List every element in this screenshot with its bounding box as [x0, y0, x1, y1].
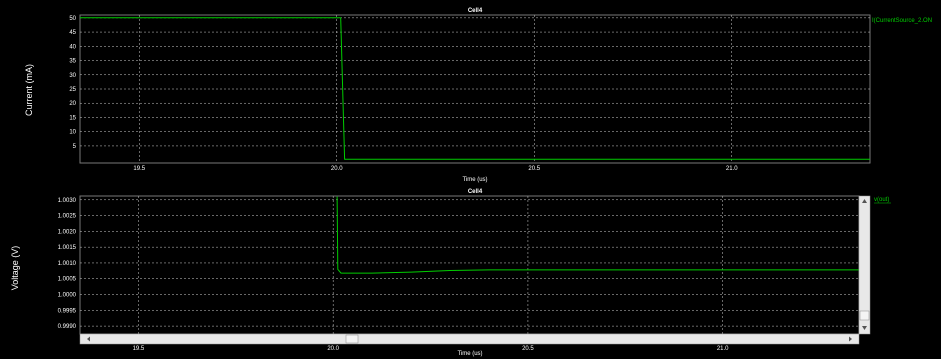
current-y-tick-label: 30 [69, 73, 76, 79]
voltage-series-line [336, 196, 859, 274]
current-y-tick-label: 40 [69, 44, 76, 50]
voltage-y-tick-label: 1.0025 [58, 214, 77, 220]
voltage-chart: Cell4 1.00301.00251.00201.00151.00101.00… [10, 189, 891, 357]
voltage-plot-area [79, 195, 860, 335]
current-x-tick-label: 19.5 [133, 166, 145, 172]
voltage-x-tick-label: 19.5 [133, 346, 145, 352]
current-series [80, 17, 870, 160]
voltage-x-tick-label: 21.0 [717, 346, 729, 352]
current-y-tick-label: 25 [69, 87, 76, 93]
scroll-right-arrow-icon[interactable] [849, 336, 852, 342]
current-y-tick-label: 45 [69, 30, 76, 36]
scroll-down-arrow-icon[interactable] [862, 326, 867, 330]
current-x-tick-label: 21.0 [726, 166, 738, 172]
voltage-y-tick-label: 1.0020 [58, 229, 77, 235]
voltage-gridlines [80, 196, 859, 334]
current-y-tick-label: 50 [69, 16, 76, 22]
voltage-x-tick-label: 20.0 [327, 346, 339, 352]
current-y-tick-label: 5 [73, 144, 77, 150]
current-y-tick-label: 10 [69, 130, 76, 136]
voltage-y-ticks: 1.0030 1.0025 1.0020 1.0015 1.0010 1.0005 1.00… [58, 198, 77, 330]
voltage-y-axis-label: Voltage (V) [10, 246, 20, 291]
current-plot-area [79, 14, 871, 164]
current-x-tick-label: 20.5 [528, 166, 540, 172]
voltage-legend-entry: v(out) [874, 197, 889, 203]
voltage-y-tick-label: 1.0010 [58, 261, 77, 267]
current-x-axis-label: Time (us) [462, 177, 487, 183]
horizontal-scrollbar[interactable] [79, 333, 860, 345]
vertical-scrollbar[interactable] [858, 195, 871, 335]
current-x-tick-label: 20.0 [331, 166, 343, 172]
current-y-tick-label: 20 [69, 101, 76, 107]
current-y-axis-label: Current (mA) [24, 64, 34, 116]
voltage-series [336, 196, 859, 274]
voltage-x-ticks: 19.5 20.0 20.5 21.0 [133, 346, 730, 352]
voltage-y-tick-label: 1.0000 [58, 293, 77, 299]
scroll-left-arrow-icon[interactable] [87, 336, 90, 342]
voltage-y-tick-label: 1.0015 [58, 245, 77, 251]
current-chart: Cell4 5 10 15 20 25 30 35 40 45 50 19.5 20.0 20.5 21… [24, 8, 932, 183]
voltage-y-tick-label: 0.9995 [58, 308, 77, 314]
current-series-line [80, 17, 870, 160]
voltage-x-tick-label: 20.5 [522, 346, 534, 352]
horizontal-scroll-thumb[interactable] [345, 334, 359, 344]
voltage-x-axis-label: Time (us) [457, 351, 482, 357]
voltage-y-tick-label: 1.0030 [58, 198, 77, 204]
current-legend-entry: I(CurrentSource_2.ON [872, 18, 932, 24]
current-chart-title: Cell4 [468, 8, 483, 14]
current-y-ticks: 5 10 15 20 25 30 35 40 45 50 [69, 16, 76, 150]
voltage-chart-title: Cell4 [468, 189, 483, 195]
current-x-ticks: 19.5 20.0 20.5 21.0 [133, 166, 738, 172]
current-y-tick-label: 35 [69, 59, 76, 65]
voltage-y-tick-label: 0.9990 [58, 324, 77, 330]
current-y-tick-label: 15 [69, 115, 76, 121]
vertical-scroll-thumb[interactable] [859, 310, 870, 321]
current-gridlines [80, 15, 870, 163]
scroll-up-arrow-icon[interactable] [862, 199, 867, 203]
voltage-y-tick-label: 1.0005 [58, 277, 77, 283]
